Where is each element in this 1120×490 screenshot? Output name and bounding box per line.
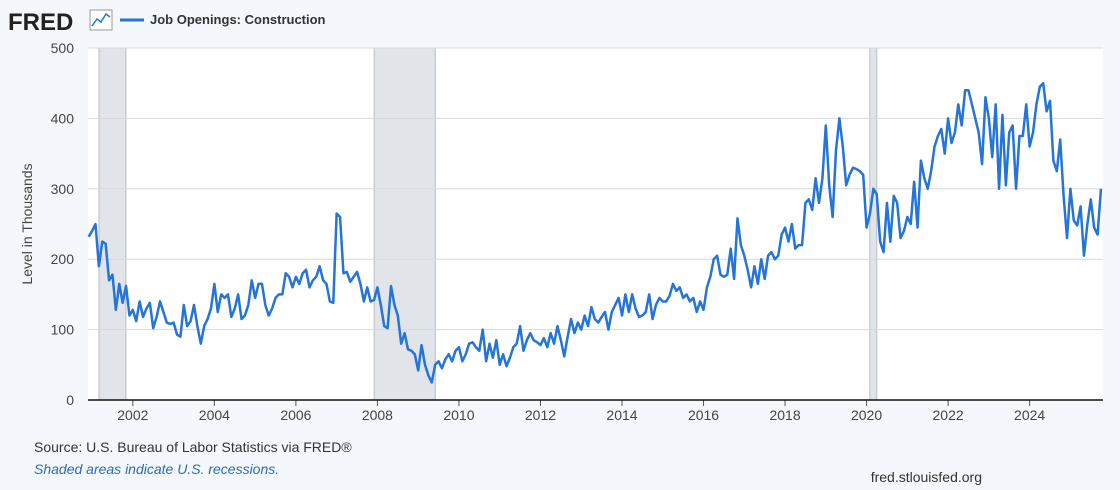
y-tick-label: 200 bbox=[51, 251, 75, 267]
x-tick-label: 2024 bbox=[1014, 407, 1045, 423]
x-tick-label: 2022 bbox=[933, 407, 964, 423]
url: fred.stlouisfed.org bbox=[871, 469, 982, 485]
x-tick-label: 2004 bbox=[199, 407, 230, 423]
x-tick-label: 2018 bbox=[769, 407, 800, 423]
logo: FRED bbox=[8, 9, 73, 36]
x-tick-label: 2020 bbox=[851, 407, 882, 423]
plot-area bbox=[88, 48, 1103, 400]
note: Shaded areas indicate U.S. recessions. bbox=[34, 461, 279, 477]
plot-layer: 0 100 200 300 400 500 2002 2004 2006 2008 2010 2012… bbox=[51, 40, 1103, 423]
x-tick-label: 2014 bbox=[606, 407, 637, 423]
x-tick-label: 2006 bbox=[280, 407, 311, 423]
logo-icon bbox=[89, 9, 113, 31]
x-tick-label: 2008 bbox=[362, 407, 393, 423]
logo-icon-line bbox=[91, 12, 111, 27]
y-tick-label: 400 bbox=[51, 110, 75, 126]
y-axis-label: Level in Thousands bbox=[19, 163, 35, 284]
series-line bbox=[87, 81, 1103, 384]
y-tick-label: 500 bbox=[51, 40, 75, 56]
legend-label: Job Openings: Construction bbox=[150, 12, 326, 27]
recession-shade bbox=[98, 47, 127, 401]
x-tick-label: 2002 bbox=[117, 407, 148, 423]
x-tick-label: 2012 bbox=[525, 407, 556, 423]
x-tick-label: 2016 bbox=[688, 407, 719, 423]
y-tick-label: 300 bbox=[51, 181, 75, 197]
x-tick-label: 2010 bbox=[443, 407, 474, 423]
y-tick-label: 100 bbox=[51, 322, 75, 338]
source: Source: U.S. Bureau of Labor Statistics … bbox=[34, 439, 352, 455]
recession-shade bbox=[869, 47, 878, 401]
recession-shade bbox=[373, 47, 436, 401]
y-tick-label: 0 bbox=[66, 392, 74, 408]
